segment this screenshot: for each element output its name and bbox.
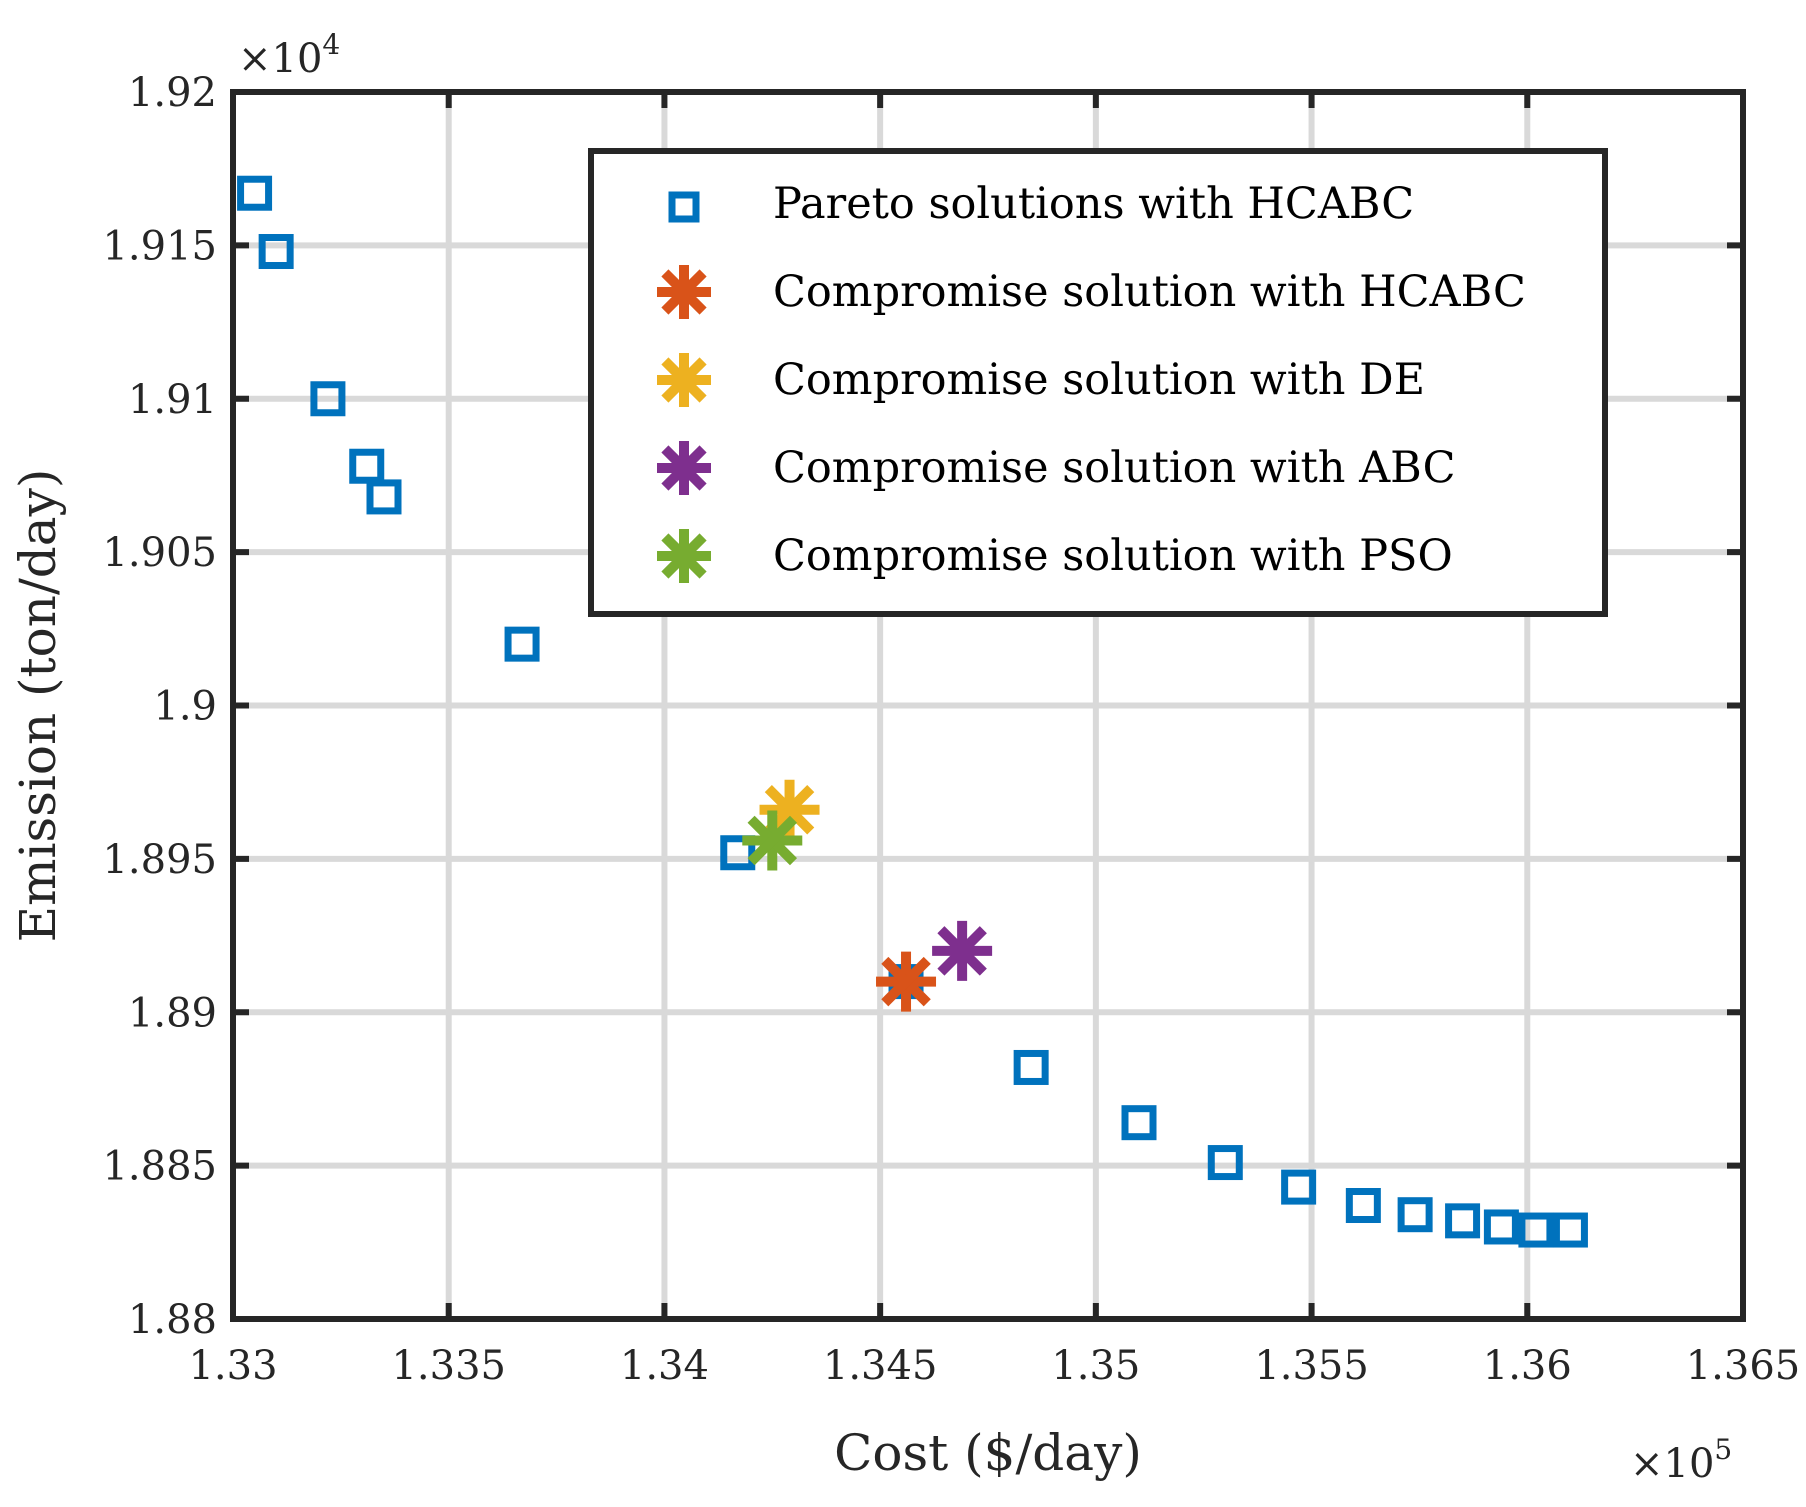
x-tick-label: 1.355 <box>1254 1343 1369 1389</box>
legend-box <box>588 148 1608 617</box>
x-axis-exponent: ×105 <box>1630 1433 1732 1487</box>
series-1 <box>876 951 937 1012</box>
x-tick-label: 1.33 <box>188 1343 277 1389</box>
series-3 <box>932 920 993 981</box>
y-tick-label: 1.88 <box>128 1297 217 1343</box>
compromise-point <box>742 810 803 871</box>
y-tick-label: 1.905 <box>102 530 217 576</box>
legend-entries: Pareto solutions with HCABC Compromise so… <box>657 179 1526 583</box>
legend-entry: Compromise solution with PSO <box>657 529 1453 583</box>
pareto-point <box>1397 1197 1433 1233</box>
pareto-point <box>720 835 756 871</box>
legend-entry: Compromise solution with DE <box>657 353 1425 407</box>
pareto-point <box>1207 1145 1243 1181</box>
pareto-point <box>1518 1212 1554 1248</box>
legend-label: Compromise solution with ABC <box>773 443 1455 493</box>
legend-marker <box>668 191 700 223</box>
legend-label: Pareto solutions with HCABC <box>773 179 1414 229</box>
tick-marks <box>230 89 1746 1322</box>
x-tick-label: 1.345 <box>823 1343 938 1389</box>
legend-marker <box>657 529 711 583</box>
y-tick-label: 1.89 <box>128 990 217 1036</box>
pareto-point <box>1552 1212 1588 1248</box>
legend-entry: Pareto solutions with HCABC <box>668 179 1414 229</box>
x-tick-label: 1.335 <box>391 1343 506 1389</box>
y-tick-label: 1.915 <box>102 223 217 269</box>
legend-label: Compromise solution with PSO <box>773 531 1453 581</box>
y-exponent-base: ×10 <box>238 36 322 82</box>
series-4 <box>742 810 803 871</box>
x-tick-label: 1.365 <box>1686 1343 1801 1389</box>
legend: Pareto solutions with HCABC Compromise so… <box>588 148 1608 617</box>
compromise-point <box>876 951 937 1012</box>
pareto-point <box>1445 1203 1481 1239</box>
y-exponent-power: 4 <box>322 28 340 61</box>
pareto-point <box>1483 1209 1519 1245</box>
pareto-point <box>237 175 273 211</box>
legend-label: Compromise solution with HCABC <box>773 267 1526 317</box>
legend-entry: Compromise solution with ABC <box>657 441 1455 495</box>
pareto-point <box>258 234 294 270</box>
pareto-point <box>504 626 540 662</box>
y-tick-label: 1.91 <box>128 377 217 423</box>
pareto-point <box>1013 1049 1049 1085</box>
x-exponent-base: ×10 <box>1630 1441 1714 1487</box>
pareto-point <box>310 381 346 417</box>
y-axis-title: Emission (ton/day) <box>9 469 67 943</box>
x-tick-label: 1.36 <box>1483 1343 1572 1389</box>
pareto-point <box>366 479 402 515</box>
y-axis-exponent: ×104 <box>238 28 340 82</box>
data-points <box>237 175 1588 1248</box>
y-tick-label: 1.895 <box>102 837 217 883</box>
y-tick-label: 1.9 <box>153 684 217 730</box>
pareto-point <box>1345 1188 1381 1224</box>
pareto-point <box>1281 1169 1317 1205</box>
x-tick-label: 1.35 <box>1051 1343 1140 1389</box>
tick-labels: 1.33 1.335 1.34 1.345 1.35 1.355 1.36 1.365 1.88… <box>102 70 1800 1389</box>
legend-marker <box>657 353 711 407</box>
legend-marker <box>657 441 711 495</box>
x-exponent-power: 5 <box>1714 1433 1732 1466</box>
y-tick-label: 1.92 <box>128 70 217 116</box>
pareto-point <box>1121 1105 1157 1141</box>
series-0 <box>237 175 1588 1248</box>
x-axis-title: Cost ($/day) <box>834 1424 1142 1482</box>
x-tick-label: 1.34 <box>620 1343 709 1389</box>
compromise-point <box>932 920 993 981</box>
legend-marker <box>657 265 711 319</box>
legend-entry: Compromise solution with HCABC <box>657 265 1526 319</box>
legend-label: Compromise solution with DE <box>773 355 1425 405</box>
y-tick-label: 1.885 <box>102 1144 217 1190</box>
